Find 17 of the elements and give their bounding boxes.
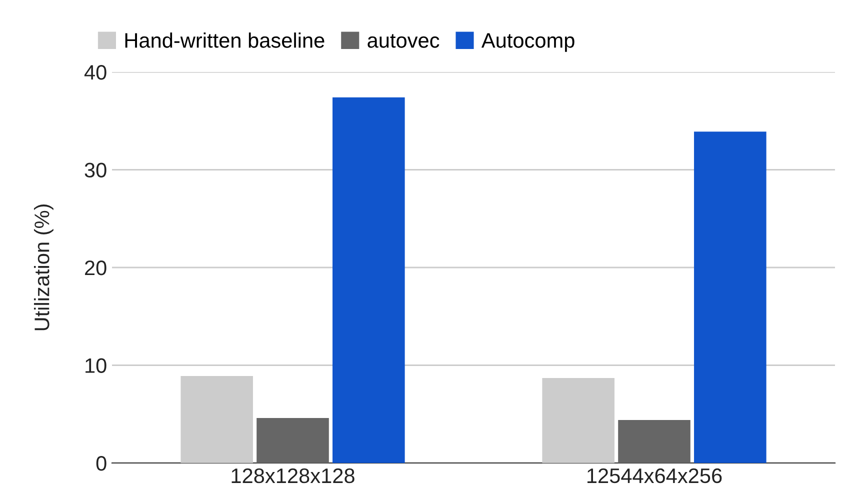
bar bbox=[542, 378, 614, 463]
y-axis-title: Utilization (%) bbox=[34, 204, 54, 330]
bar bbox=[180, 376, 253, 463]
bar bbox=[256, 418, 329, 463]
legend-label: autovec bbox=[368, 34, 440, 48]
y-tick-label: 10 bbox=[86, 358, 106, 374]
bar bbox=[694, 132, 766, 463]
y-tick-label: 20 bbox=[85, 260, 106, 276]
y-tick-label: 30 bbox=[84, 162, 106, 178]
y-tick-label: 40 bbox=[84, 65, 106, 80]
legend-label: Autocomp bbox=[481, 33, 574, 52]
y-tick-label: 0 bbox=[96, 456, 106, 471]
x-tick-label: 128x128x128 bbox=[232, 468, 354, 484]
bar bbox=[618, 420, 690, 463]
bar bbox=[332, 97, 405, 463]
x-tick-label: 12544x64x256 bbox=[587, 468, 722, 484]
legend-label: Hand-written baseline bbox=[125, 32, 324, 48]
